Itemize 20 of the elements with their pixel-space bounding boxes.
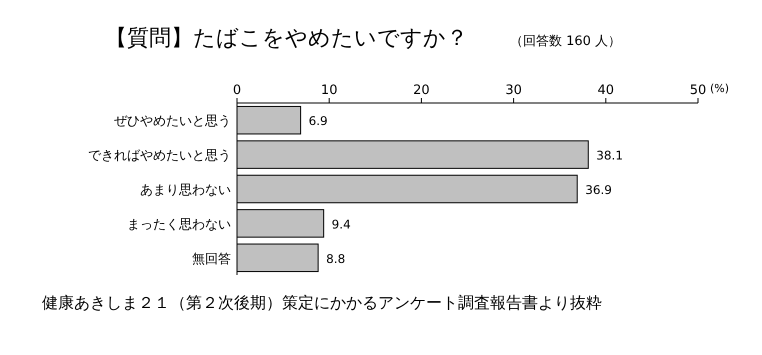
x-tick-label: 30	[505, 83, 522, 98]
y-tick-label: ぜひやめたいと思う	[114, 114, 231, 130]
data-label: 9.4	[332, 217, 351, 232]
x-tick-label: 50	[690, 83, 706, 98]
y-tick-label: 無回答	[192, 252, 231, 267]
y-tick-label: あまり思わない	[140, 183, 231, 198]
data-label: 38.1	[596, 148, 623, 163]
chart-subtitle: （回答数 160 人）	[510, 34, 622, 49]
x-tick-label: 20	[413, 83, 430, 98]
y-tick-label: できればやめたいと思う	[88, 148, 231, 164]
chart-title: 【質問】たばこをやめたいですか？	[105, 26, 468, 51]
x-tick-label: 40	[598, 83, 614, 98]
x-tick-label: 10	[320, 83, 338, 98]
data-label: 36.9	[585, 183, 612, 197]
text: 健康あきしま２１（第２次後期）策定にかかるアンケート調査報告書より抜粋	[42, 293, 602, 312]
y-tick-label: まったく思わない	[127, 217, 231, 232]
x-tick-label: 0	[232, 83, 242, 98]
data-label: 6.9	[308, 114, 328, 128]
x-axis-title: (%)	[710, 82, 730, 95]
data-label: 8.8	[326, 252, 346, 266]
